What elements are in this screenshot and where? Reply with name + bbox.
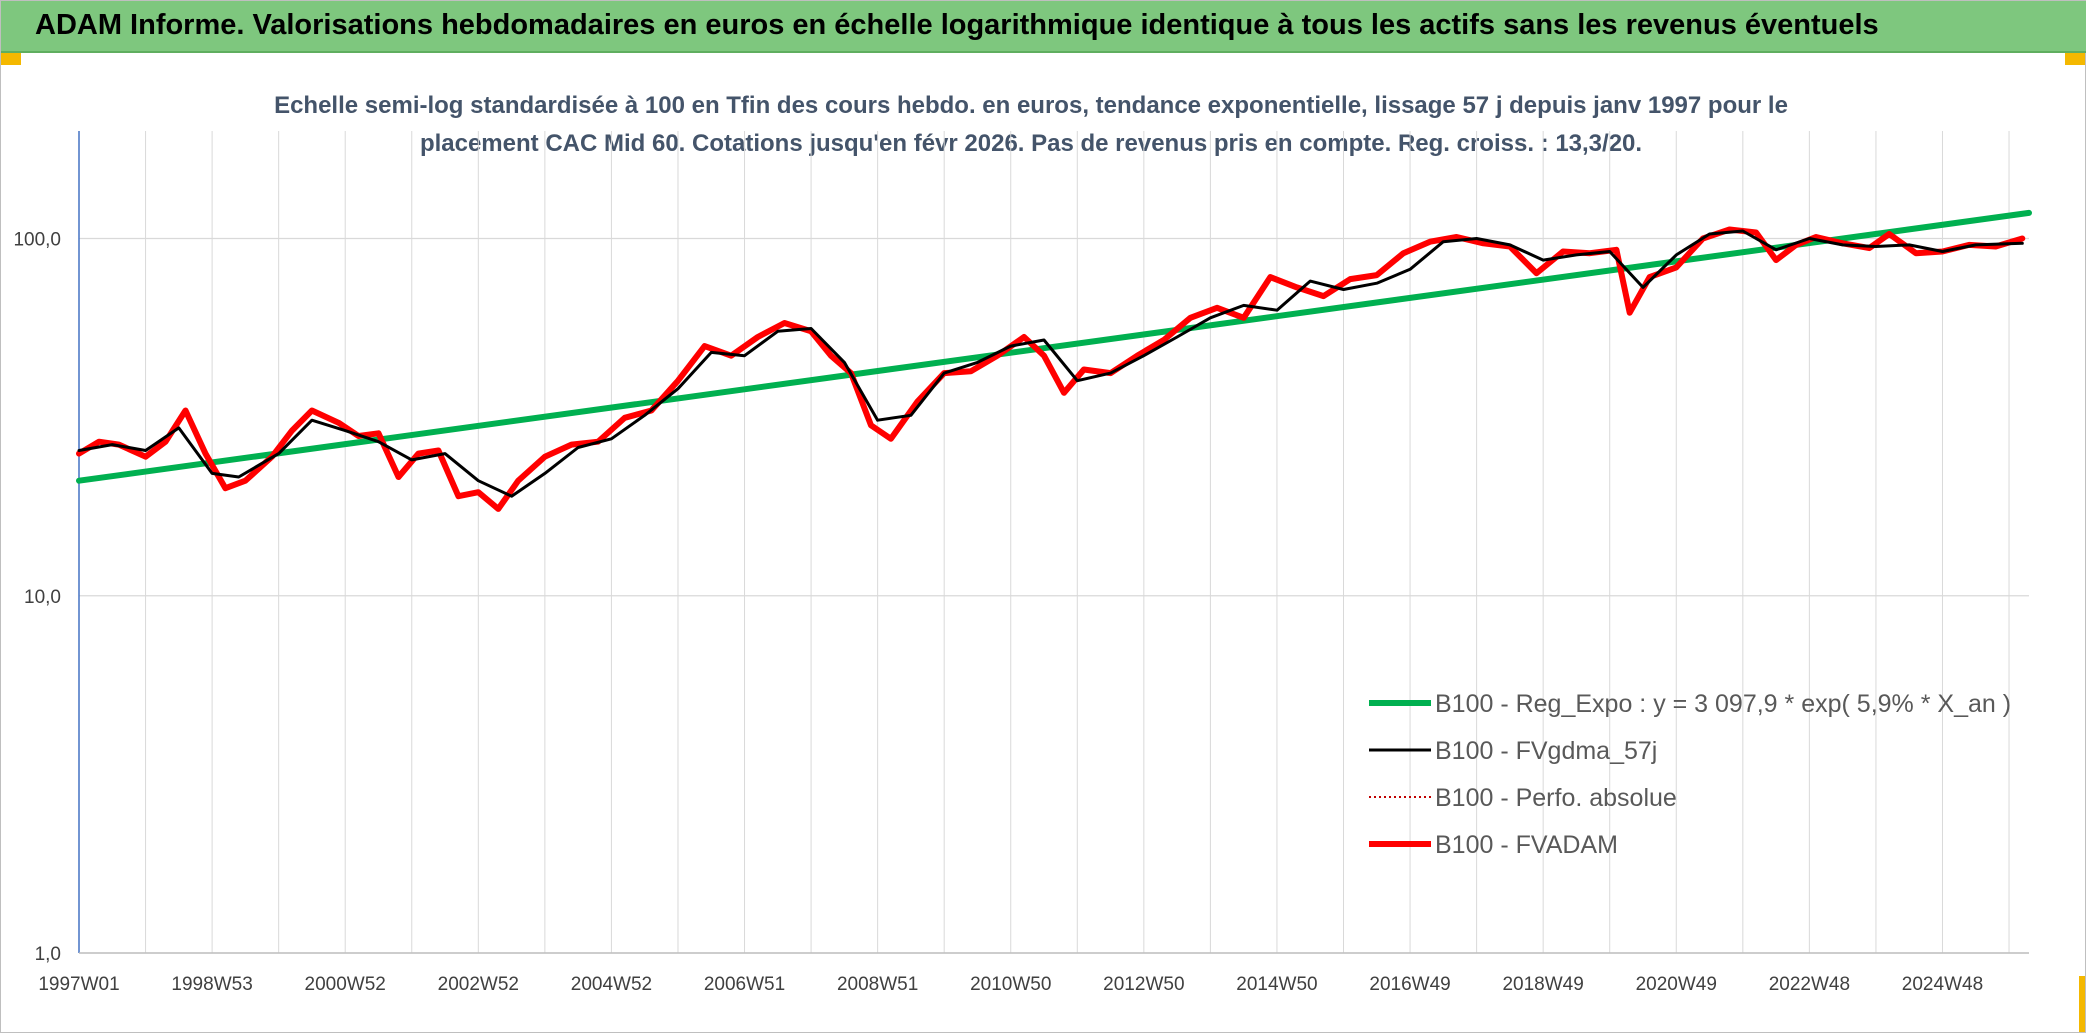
corner-marker-right bbox=[2065, 53, 2085, 65]
legend: B100 - Reg_Expo : y = 3 097,9 * exp( 5,9… bbox=[1369, 690, 2011, 859]
y-tick-label: 10,0 bbox=[24, 587, 61, 608]
x-tick-label: 2004W52 bbox=[571, 974, 652, 995]
x-tick-label: 2012W50 bbox=[1103, 974, 1184, 995]
x-tick-label: 2014W50 bbox=[1236, 974, 1317, 995]
x-tick-label: 1997W01 bbox=[38, 974, 119, 995]
x-axis-ticks: 1997W01 1998W53 2000W52 2002W52 2004W52 2006W… bbox=[38, 974, 1983, 995]
x-tick-label: 2000W52 bbox=[305, 974, 386, 995]
x-tick-label: 2006W51 bbox=[704, 974, 785, 995]
axes bbox=[78, 131, 2029, 954]
x-tick-label: 2018W49 bbox=[1502, 974, 1583, 995]
series-line-3 bbox=[76, 226, 2026, 512]
y-tick-label: 1,0 bbox=[35, 944, 61, 965]
legend-label: B100 - Perfo. absolue bbox=[1435, 784, 1677, 812]
corner-marker-left bbox=[1, 53, 21, 65]
x-tick-label: 1998W53 bbox=[171, 974, 252, 995]
x-tick-label: 2024W48 bbox=[1902, 974, 1983, 995]
chart-title-line-1: Echelle semi-log standardisée à 100 en T… bbox=[274, 92, 1788, 119]
y-tick-label: 100,0 bbox=[13, 230, 61, 251]
series-lines bbox=[76, 209, 2032, 512]
y-axis-ticks: 1,0 10,0 100,0 bbox=[13, 230, 61, 965]
report-header: ADAM Informe. Valorisations hebdomadaire… bbox=[1, 1, 2086, 53]
legend-label: B100 - FVgdma_57j bbox=[1435, 737, 1657, 765]
x-tick-label: 2010W50 bbox=[970, 974, 1051, 995]
chart-title: Echelle semi-log standardisée à 100 en T… bbox=[231, 87, 1831, 163]
corner-marker-bottom-right bbox=[2079, 976, 2085, 1032]
x-tick-label: 2008W51 bbox=[837, 974, 918, 995]
x-tick-label: 2022W48 bbox=[1769, 974, 1850, 995]
x-tick-label: 2002W52 bbox=[438, 974, 519, 995]
chart-title-line-2: placement CAC Mid 60. Cotations jusqu'en… bbox=[419, 130, 1643, 157]
series-line-1 bbox=[77, 229, 2024, 498]
x-tick-label: 2020W49 bbox=[1636, 974, 1717, 995]
report-title: ADAM Informe. Valorisations hebdomadaire… bbox=[35, 9, 1879, 41]
x-tick-label: 2016W49 bbox=[1369, 974, 1450, 995]
series-line-0 bbox=[76, 209, 2032, 484]
legend-label: B100 - FVADAM bbox=[1435, 831, 1618, 859]
legend-label: B100 - Reg_Expo : y = 3 097,9 * exp( 5,9… bbox=[1435, 690, 2011, 718]
